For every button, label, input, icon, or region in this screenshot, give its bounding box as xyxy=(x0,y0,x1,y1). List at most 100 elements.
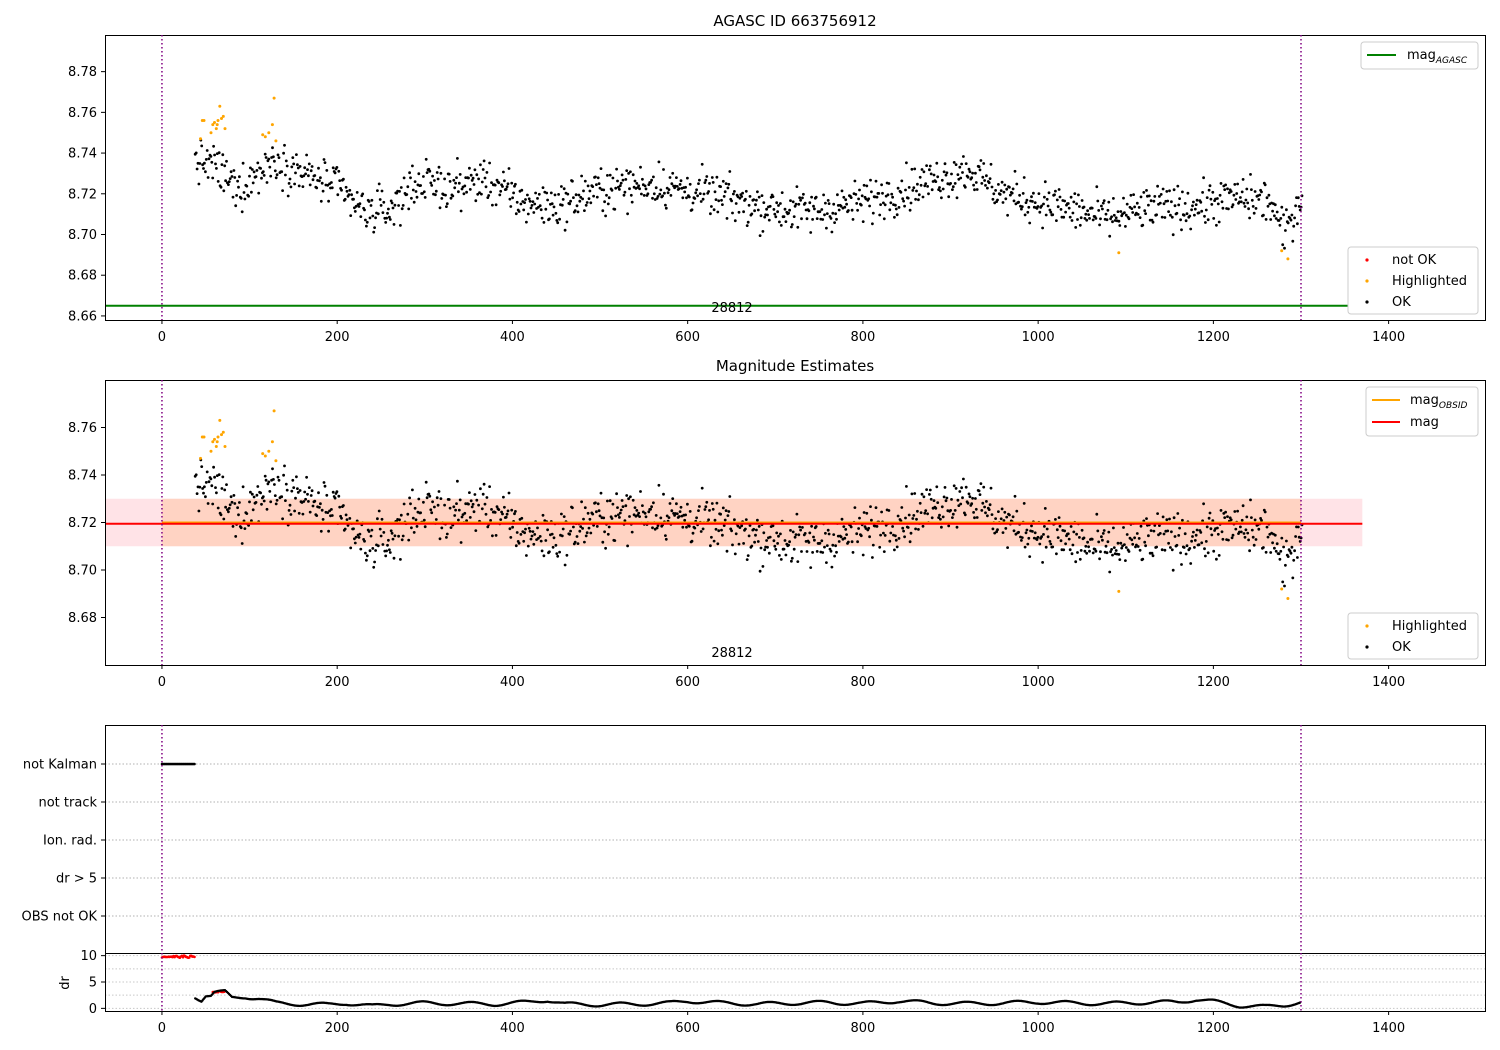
panel2-ok-point-345 xyxy=(511,525,514,529)
panel1-ok-point-617 xyxy=(761,230,765,233)
panel1-ok-point-346 xyxy=(512,191,515,195)
panel1-ok-point-1181 xyxy=(1280,205,1284,209)
panel2-ok-point-1059 xyxy=(1168,517,1171,521)
panel2-ok-point-848 xyxy=(974,497,977,500)
panel1-ok-point-297 xyxy=(467,176,470,180)
panel2-ok-point-920 xyxy=(1040,535,1043,539)
panel1-ok-point-137 xyxy=(319,199,323,203)
panel1-ok-point-125 xyxy=(308,183,312,187)
panel1-ok-point-363 xyxy=(527,197,531,201)
panel2-ok-point-354 xyxy=(519,533,523,536)
panel2-ok-point-1126 xyxy=(1229,518,1233,522)
panel2-ok-point-438 xyxy=(596,502,600,506)
panel2-ok-point-945 xyxy=(1063,529,1066,533)
panel2-ok-point-198 xyxy=(376,517,379,521)
panel2-ok-point-335 xyxy=(502,495,505,499)
panel1-ok-point-498 xyxy=(652,175,655,179)
panel2-ok-point-853 xyxy=(978,493,982,496)
panel1-ok-point-571 xyxy=(719,185,722,189)
panel1-ok-point-358 xyxy=(523,201,526,205)
panel2-highlighted-point-6 xyxy=(214,445,218,448)
dr-axis-label: dr xyxy=(58,976,73,990)
panel2-ok-point-29 xyxy=(220,487,224,490)
panel1-ok-point-675 xyxy=(814,195,818,199)
panel1-ok-point-954 xyxy=(1071,211,1075,215)
panel1-ok-point-1196 xyxy=(1294,204,1297,208)
panel2-ok-point-1173 xyxy=(1273,546,1276,550)
panel1-ok-point-799 xyxy=(928,164,932,168)
panel2-ok-point-1178 xyxy=(1277,552,1281,556)
panel1-ok-point-233 xyxy=(408,171,411,175)
panel1-ok-point-495 xyxy=(649,181,652,184)
panel1-ok-point-684 xyxy=(823,213,826,217)
panel1-ok-point-883 xyxy=(1006,213,1009,217)
panel1-ok-point-1149 xyxy=(1250,198,1254,202)
panel1-ok-point-530 xyxy=(681,196,685,200)
panel2-ok-point-138 xyxy=(320,508,324,512)
panel1-ok-point-30 xyxy=(221,153,225,157)
panel1-ok-point-1024 xyxy=(1135,201,1139,205)
panel1-ok-point-318 xyxy=(486,196,490,200)
panel1-ok-point-306 xyxy=(475,173,479,177)
panel2-ok-point-120 xyxy=(304,497,307,501)
panel2-ok-point-710 xyxy=(847,540,850,544)
panel1-ok-point-362 xyxy=(526,212,530,216)
panel1-ok-point-1148 xyxy=(1250,188,1253,192)
panel1-legend-bottom: not OK Highlighted OK xyxy=(1347,246,1479,315)
panel1-ok-point-1114 xyxy=(1218,193,1222,197)
panel2-ok-point-640 xyxy=(782,547,786,551)
panel2-ok-point-271 xyxy=(443,503,446,507)
panel2-ok-point-792 xyxy=(922,495,926,499)
panel2-ok-point-289 xyxy=(459,541,463,544)
panel2-ok-point-126 xyxy=(309,494,313,497)
panel1-ok-point-308 xyxy=(477,177,480,181)
panel1-ok-point-367 xyxy=(531,200,535,204)
panel1-ok-point-402 xyxy=(563,228,567,232)
panel1-ok-point-132 xyxy=(315,186,319,190)
panel1-ok-point-551 xyxy=(700,162,704,166)
panel1-ok-point-387 xyxy=(549,191,553,195)
panel2-ok-point-328 xyxy=(495,505,499,508)
panel1-ok-point-821 xyxy=(949,182,952,185)
panel1-ok-point-586 xyxy=(733,190,736,193)
panel2-ok-point-700 xyxy=(837,540,841,543)
panel1-ok-point-1072 xyxy=(1180,228,1183,232)
panel2-ok-point-15 xyxy=(207,480,211,484)
panel2-ok-point-748 xyxy=(882,531,885,535)
panel1-ok-point-923 xyxy=(1043,195,1046,199)
panel2-highlighted-point-19 xyxy=(1117,589,1121,593)
panel1-ok-point-80 xyxy=(267,157,271,161)
panel1-ok-point-471 xyxy=(627,172,630,175)
panel1-ok-point-1179 xyxy=(1278,223,1282,227)
panel1-ok-point-935 xyxy=(1054,189,1057,193)
panel2-ok-point-327 xyxy=(494,534,498,537)
panel2-ok-point-340 xyxy=(506,509,510,513)
dr-ytick-label-10: 10 xyxy=(80,949,97,964)
panel2-ok-point-1192 xyxy=(1290,545,1294,549)
panel2-ok-point-297 xyxy=(467,502,470,506)
panel1-ok-point-710 xyxy=(847,209,850,212)
panel2-ok-point-19 xyxy=(211,502,215,506)
panel1-ok-point-303 xyxy=(472,183,476,186)
panel2-ok-point-77 xyxy=(264,478,268,482)
panel2-ok-point-216 xyxy=(392,556,396,560)
panel1-highlighted-point-5 xyxy=(213,121,216,124)
panel2-ok-point-707 xyxy=(844,528,848,531)
panel2-ok-point-962 xyxy=(1078,557,1082,561)
panel2-ok-point-282 xyxy=(453,514,457,517)
panel2-ok-point-43 xyxy=(233,502,237,505)
panel2-ok-point-378 xyxy=(541,513,545,517)
panel2-ok-point-1004 xyxy=(1117,553,1121,556)
panel1-ok-point-84 xyxy=(271,146,274,150)
panel1-ok-point-732 xyxy=(867,197,871,201)
panel2-ok-point-334 xyxy=(501,512,504,516)
panel1-ok-point-112 xyxy=(296,166,300,170)
panel1-ok-point-651 xyxy=(792,215,796,219)
dr-xtick-label-800: 800 xyxy=(850,1021,875,1036)
panel2-ok-point-81 xyxy=(268,490,272,493)
panel1-ok-point-1073 xyxy=(1181,190,1184,194)
panel2-ok-point-1026 xyxy=(1137,537,1141,540)
panel1-ok-point-936 xyxy=(1055,219,1058,223)
panel1-ok-point-637 xyxy=(779,224,783,227)
panel1-ok-point-997 xyxy=(1111,220,1114,224)
